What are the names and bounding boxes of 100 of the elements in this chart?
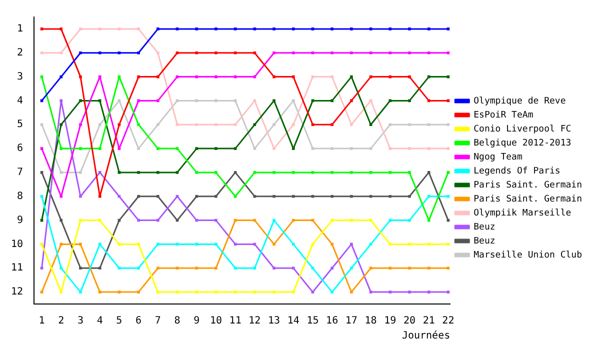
point (253, 290, 256, 294)
point (369, 194, 372, 198)
point (118, 123, 121, 126)
point (427, 99, 430, 102)
point (311, 194, 314, 198)
point (427, 266, 430, 270)
point (98, 194, 102, 198)
point (40, 123, 44, 126)
point (156, 194, 160, 198)
x-axis-title: Journées (402, 330, 450, 342)
point (446, 28, 450, 30)
point (214, 266, 218, 270)
point (408, 99, 411, 102)
point (79, 99, 82, 102)
point (253, 194, 256, 198)
y-tick-label: 2 (17, 47, 24, 58)
point (292, 147, 295, 150)
point (98, 147, 102, 150)
legend-label: Legends Of Paris (474, 166, 560, 176)
point (234, 28, 237, 30)
point (234, 171, 237, 174)
legend-label: Olympiik Marseille (474, 208, 572, 218)
point (388, 266, 392, 270)
x-tick-label: 9 (194, 316, 200, 327)
point (272, 99, 276, 102)
point (369, 28, 372, 30)
point (195, 290, 198, 294)
x-tick-label: 22 (442, 316, 454, 327)
point (292, 218, 295, 222)
x-tick-label: 12 (248, 316, 261, 327)
legend-label: EsPoiR TeAm (474, 110, 534, 120)
point (195, 28, 198, 30)
point (253, 147, 256, 150)
legend-label: Marseille Union Club (474, 250, 582, 260)
y-tick-label: 5 (17, 119, 24, 130)
y-tick-label: 4 (17, 95, 24, 106)
point (272, 218, 276, 222)
x-tick-label: 5 (116, 316, 122, 327)
point (388, 218, 392, 222)
point (330, 218, 334, 222)
x-tick-label: 7 (154, 316, 161, 327)
point (176, 51, 179, 54)
y-tick-label: 10 (10, 238, 24, 250)
point (311, 28, 314, 30)
point (234, 194, 237, 198)
legend-label: Paris Saint. Germain (474, 194, 582, 204)
point (427, 28, 430, 30)
y-tick-label: 12 (10, 286, 24, 298)
point (40, 171, 44, 174)
point (350, 75, 353, 78)
point (156, 99, 160, 102)
y-tick-label: 1 (17, 24, 24, 35)
point (253, 123, 256, 126)
legend-label: Paris Saint. Germain (474, 180, 582, 190)
point (118, 266, 121, 270)
point (427, 51, 430, 54)
point (446, 290, 450, 294)
point (446, 266, 450, 270)
point (137, 242, 140, 246)
point (311, 290, 314, 294)
x-tick-label: 10 (210, 316, 222, 327)
x-tick-label: 1 (38, 316, 45, 327)
point (176, 28, 179, 30)
point (272, 242, 276, 246)
point (253, 266, 256, 270)
point (369, 266, 372, 270)
point (214, 75, 218, 78)
point (214, 242, 218, 246)
point (60, 28, 63, 30)
point (195, 266, 198, 270)
point (446, 51, 450, 54)
point (292, 194, 295, 198)
point (311, 123, 314, 126)
point (292, 266, 295, 270)
point (330, 75, 334, 78)
point (60, 194, 63, 198)
point (195, 171, 198, 174)
x-tick-label: 8 (174, 316, 180, 327)
point (118, 147, 121, 150)
x-tick-label: 6 (136, 316, 142, 327)
point (388, 147, 392, 150)
point (427, 171, 430, 174)
point (234, 266, 237, 270)
y-tick-label: 9 (17, 214, 24, 226)
point (446, 147, 450, 150)
point (118, 171, 121, 174)
point (408, 75, 411, 78)
point (446, 194, 450, 198)
point (234, 147, 237, 150)
point (98, 99, 102, 102)
point (176, 266, 179, 270)
x-tick-label: 11 (229, 316, 242, 327)
legend-label: Beuz (474, 236, 496, 246)
point (350, 218, 353, 222)
y-tick-label: 7 (17, 167, 24, 178)
point (330, 194, 334, 198)
point (369, 51, 372, 54)
point (60, 218, 63, 222)
point (118, 28, 121, 30)
point (427, 194, 430, 198)
